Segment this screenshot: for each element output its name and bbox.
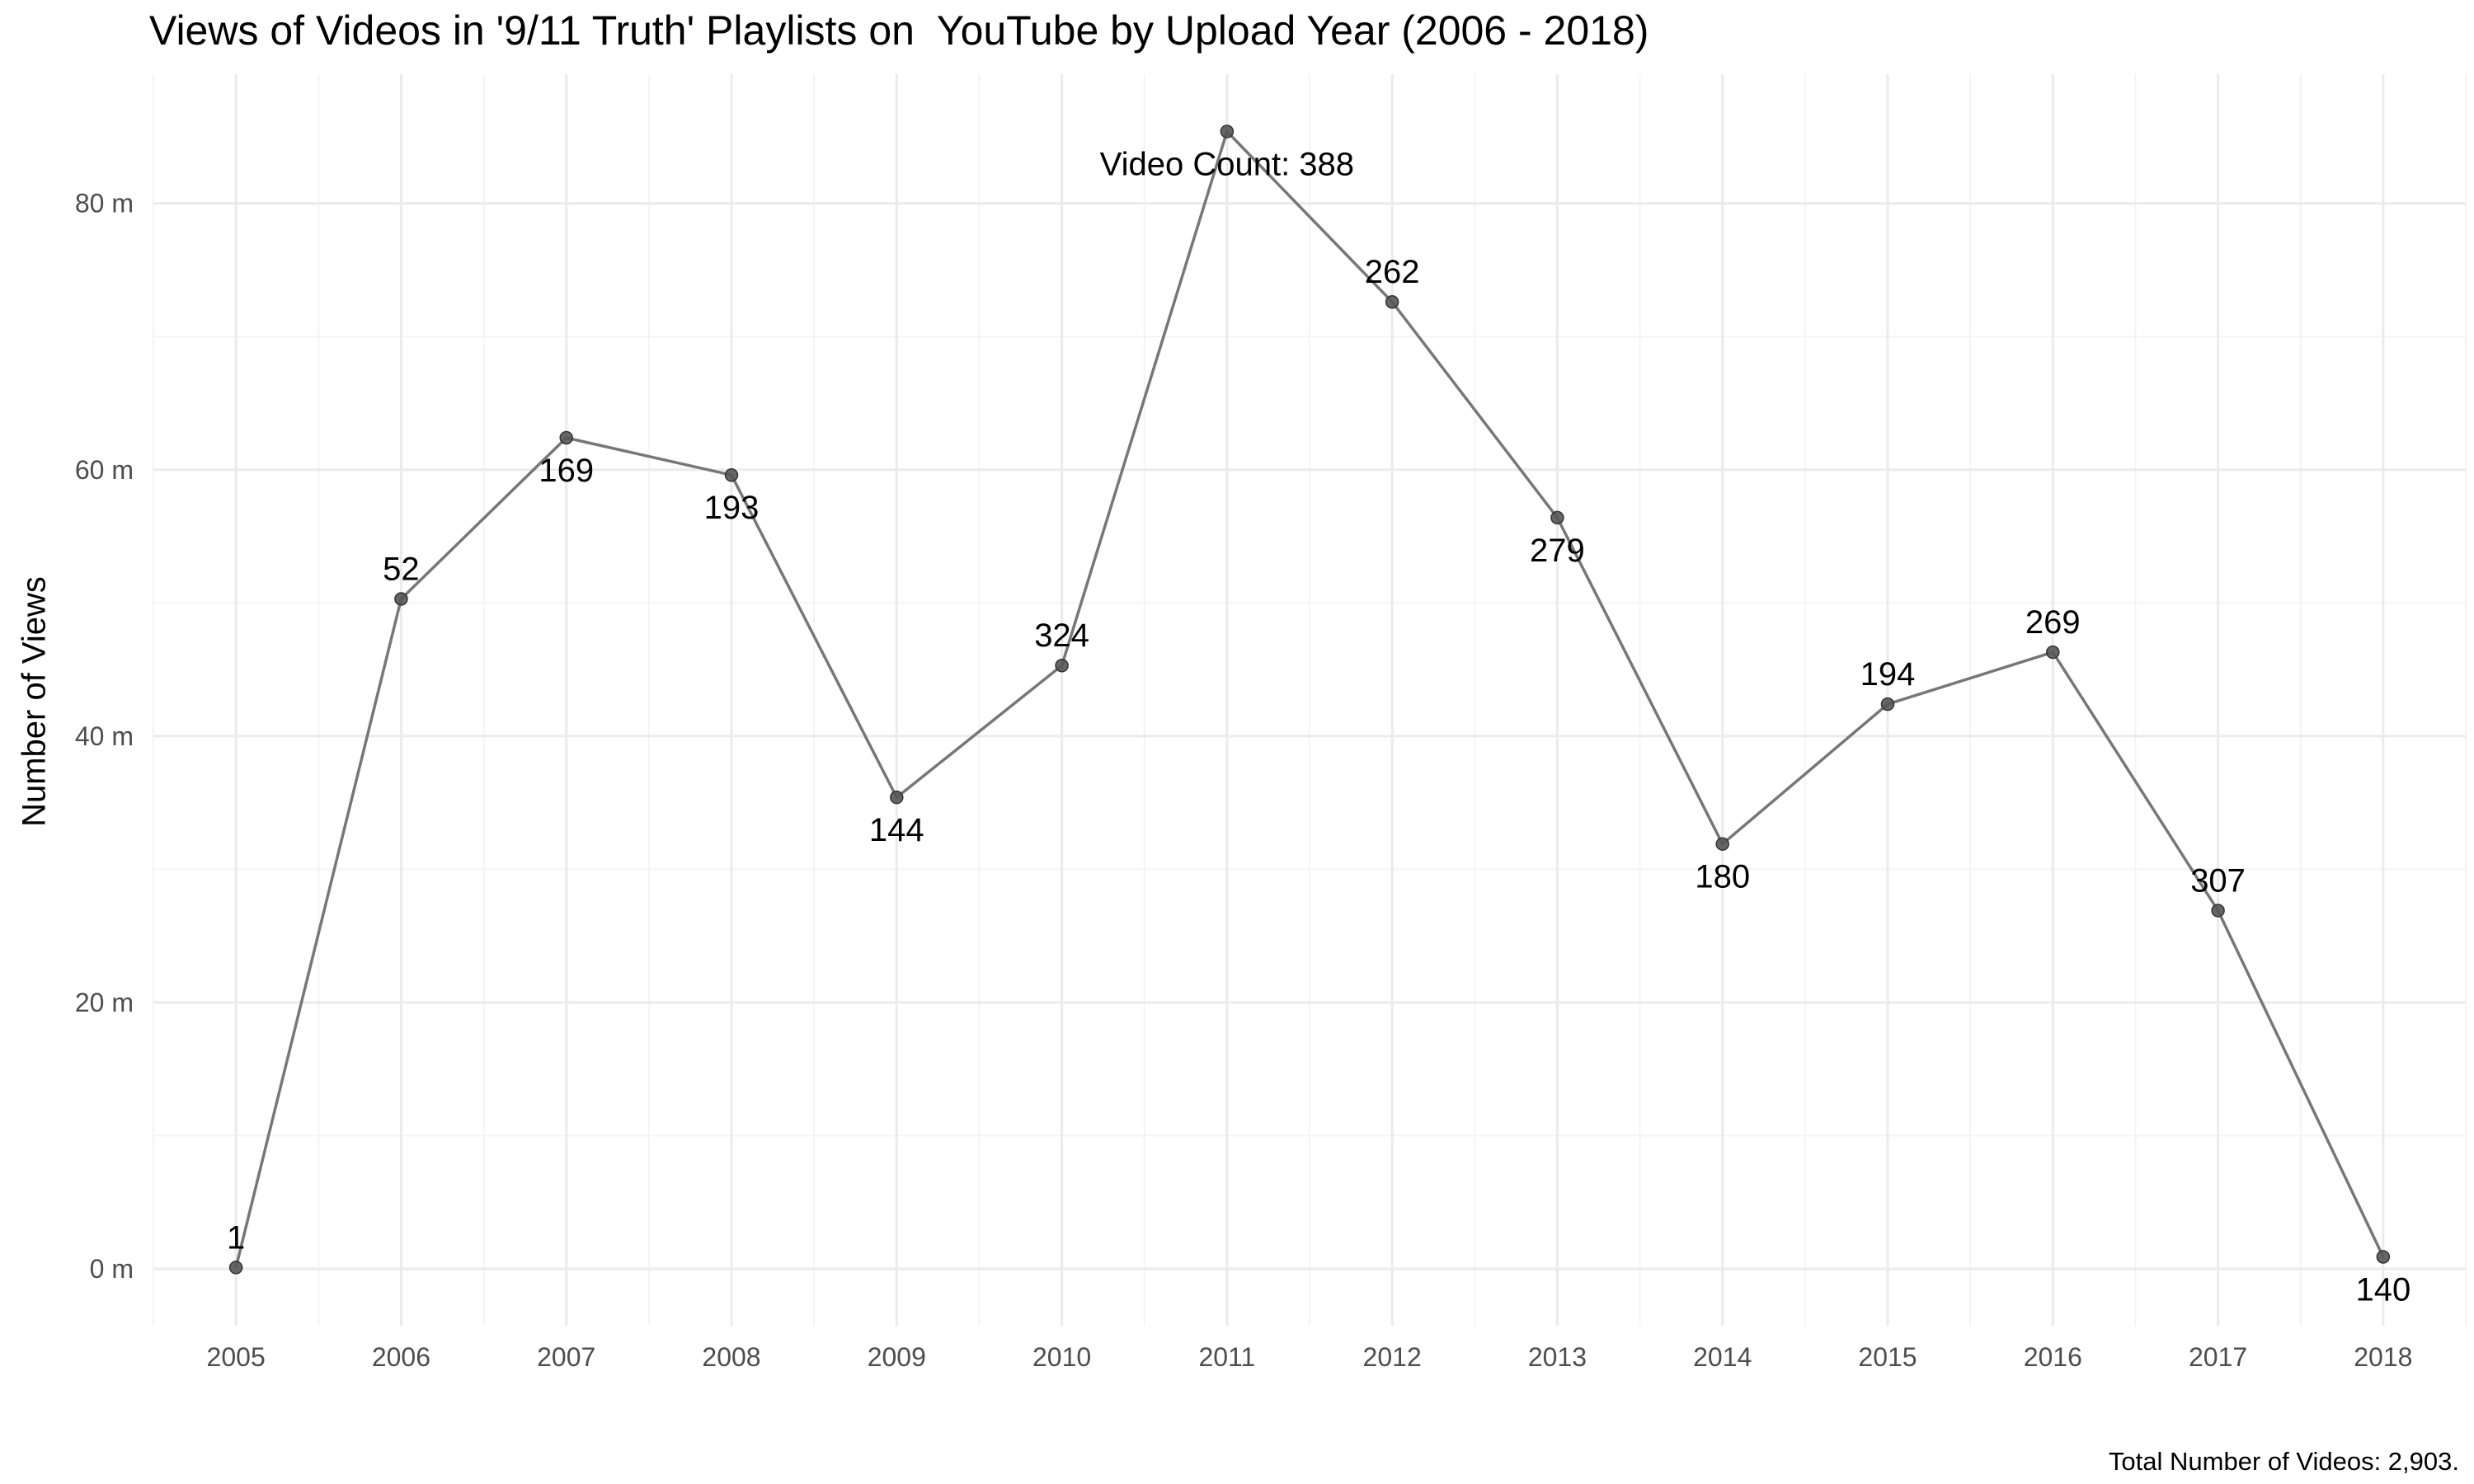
data-label: 194 [1860,656,1916,693]
x-tick-label: 2009 [868,1342,926,1372]
grid-lines [153,74,2467,1326]
x-tick-label: 2007 [537,1342,595,1372]
data-point [1550,510,1564,525]
x-tick-label: 2015 [1858,1342,1917,1372]
data-point [1055,658,1069,673]
data-point [724,467,739,482]
data-point [2046,645,2060,660]
data-point [2211,904,2225,918]
data-label: 269 [2025,604,2081,641]
data-point [1715,837,1729,851]
x-tick-label: 2013 [1528,1342,1587,1372]
x-axis-ticks: 2005 2006 2007 2008 2009 2010 2011 2012 2013 2014… [207,1342,2413,1372]
data-label: 52 [383,551,420,587]
x-tick-label: 2008 [702,1342,760,1372]
data-point [228,1261,243,1275]
data-point [2376,1250,2391,1264]
x-tick-label: 2011 [1198,1342,1255,1372]
data-label: 262 [1365,254,1420,290]
data-point [1385,294,1399,309]
series-line [234,129,2385,1268]
data-label: 180 [1695,859,1750,895]
data-points [228,124,2391,1275]
x-tick-label: 2012 [1363,1342,1422,1372]
series-polyline [234,129,2385,1268]
data-label: 193 [704,490,760,526]
data-label: 279 [1530,533,1585,569]
data-point [1220,124,1235,139]
data-label: Video Count: 388 [1100,146,1354,182]
x-tick-label: 2014 [1693,1342,1752,1372]
y-tick-label: 40 m [75,721,134,751]
y-tick-label: 80 m [75,189,134,218]
y-tick-label: 0 m [90,1254,134,1284]
chart-caption: Total Number of Videos: 2,903. [2108,1447,2459,1476]
x-tick-label: 2018 [2354,1342,2412,1372]
x-tick-label: 2005 [207,1342,266,1372]
data-label: 307 [2190,862,2246,899]
y-axis-ticks: 0 m 20 m 40 m 60 m 80 m [75,189,134,1284]
x-tick-label: 2010 [1032,1342,1091,1372]
y-tick-label: 60 m [75,455,134,485]
data-label: 1 [227,1219,245,1256]
data-label: 144 [869,812,924,848]
x-tick-label: 2016 [2024,1342,2082,1372]
data-point [394,592,408,606]
data-point [890,790,904,805]
y-tick-label: 20 m [75,988,134,1017]
data-label: 324 [1034,618,1089,654]
data-label: 140 [2355,1271,2411,1308]
data-point [1880,697,1895,711]
data-label: 169 [539,453,594,489]
chart-title: Views of Videos in '9/11 Truth' Playlist… [149,7,1649,54]
data-point [559,430,573,445]
data-labels: 1 52 169 193 144 324 Video Count: 388 262 279 180… [227,146,2411,1308]
x-tick-label: 2006 [372,1342,430,1372]
x-tick-label: 2017 [2189,1342,2247,1372]
